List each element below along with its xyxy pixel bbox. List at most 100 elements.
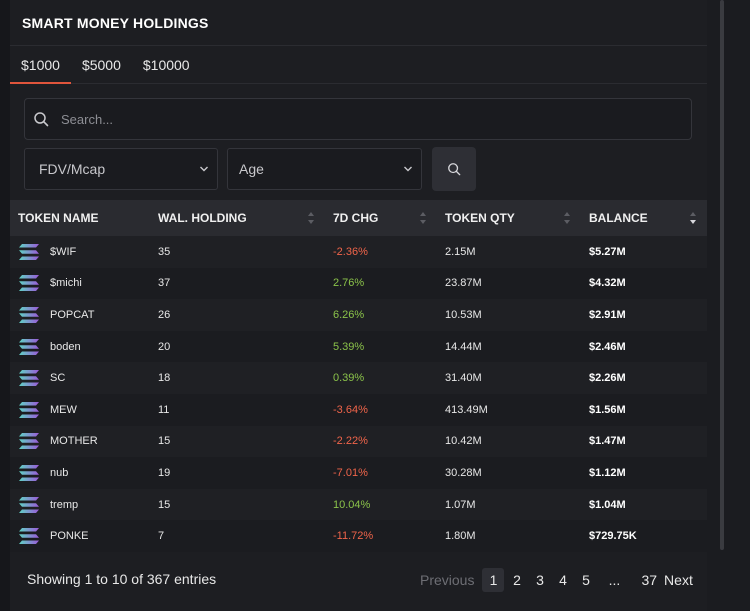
table-row[interactable]: $WIF 35 -2.36% 2.15M $5.27M bbox=[10, 236, 707, 268]
page-button-3[interactable]: 3 bbox=[536, 572, 544, 588]
pagination: Previous 1 2 3 4 5 ... 37 Next bbox=[420, 568, 693, 592]
balance-cell: $5.27M bbox=[589, 245, 626, 258]
token-name: $michi bbox=[50, 277, 82, 290]
token-name: $WIF bbox=[50, 245, 77, 258]
chg-cell: 10.04% bbox=[333, 498, 371, 511]
chg-cell: 0.39% bbox=[333, 372, 365, 385]
smart-money-panel: SMART MONEY HOLDINGS $1000 $5000 $10000 … bbox=[10, 0, 707, 611]
table-row[interactable]: MEW 11 -3.64% 413.49M $1.56M bbox=[10, 393, 707, 426]
age-select[interactable]: Age bbox=[227, 148, 422, 190]
token-cell[interactable]: nub bbox=[10, 457, 158, 489]
sort-icon bbox=[420, 212, 426, 224]
wal-holding-cell: 18 bbox=[158, 372, 171, 385]
token-qty-cell: 31.40M bbox=[445, 372, 482, 385]
solana-icon bbox=[19, 433, 39, 450]
table-row[interactable]: PONKE 7 -11.72% 1.80M $729.75K bbox=[10, 520, 707, 552]
token-qty-cell: 30.28M bbox=[445, 466, 482, 479]
token-cell[interactable]: POPCAT bbox=[10, 299, 158, 331]
wal-holding-cell: 35 bbox=[158, 245, 171, 258]
token-cell[interactable]: MOTHER bbox=[10, 426, 158, 458]
token-name: boden bbox=[50, 340, 81, 353]
balance-cell: $2.26M bbox=[589, 372, 626, 385]
solana-icon bbox=[19, 496, 39, 513]
token-cell[interactable]: $michi bbox=[10, 268, 158, 300]
wal-holding-cell: 11 bbox=[158, 403, 170, 416]
balance-cell: $1.04M bbox=[589, 498, 626, 511]
page-button-last[interactable]: 37 bbox=[641, 572, 658, 588]
col-7d-chg[interactable]: 7D CHG bbox=[333, 200, 445, 236]
scrollbar[interactable] bbox=[720, 0, 724, 550]
search-icon bbox=[34, 112, 49, 127]
panel-header: SMART MONEY HOLDINGS bbox=[10, 0, 707, 46]
token-name: MEW bbox=[50, 403, 77, 416]
token-qty-cell: 1.80M bbox=[445, 530, 476, 543]
token-name: nub bbox=[50, 466, 69, 479]
table-row[interactable]: boden 20 5.39% 14.44M $2.46M bbox=[10, 330, 707, 363]
chg-cell: -7.01% bbox=[333, 466, 368, 479]
fdv-mcap-select[interactable]: FDV/Mcap bbox=[24, 148, 218, 190]
solana-icon bbox=[19, 243, 39, 260]
tab-5000[interactable]: $5000 bbox=[81, 56, 121, 73]
search-box bbox=[24, 98, 692, 140]
search-input[interactable] bbox=[61, 111, 661, 127]
token-qty-cell: 10.53M bbox=[445, 308, 482, 321]
balance-cell: $1.12M bbox=[589, 466, 626, 479]
wal-holding-cell: 19 bbox=[158, 466, 171, 479]
balance-cell: $4.32M bbox=[589, 277, 626, 290]
token-cell[interactable]: MEW bbox=[10, 394, 158, 426]
balance-cell: $1.47M bbox=[589, 435, 626, 448]
balance-cell: $1.56M bbox=[589, 403, 626, 416]
page-button-5[interactable]: 5 bbox=[582, 572, 590, 588]
solana-icon bbox=[19, 464, 39, 481]
table-row[interactable]: MOTHER 15 -2.22% 10.42M $1.47M bbox=[10, 425, 707, 458]
balance-cell: $2.46M bbox=[589, 340, 626, 353]
table-header-row: TOKEN NAME WAL. HOLDING 7D CHG TOKEN QTY bbox=[10, 200, 707, 236]
table-row[interactable]: SC 18 0.39% 31.40M $2.26M bbox=[10, 362, 707, 394]
token-cell[interactable]: $WIF bbox=[10, 236, 158, 268]
chevron-down-icon bbox=[200, 166, 208, 172]
chg-cell: -3.64% bbox=[333, 403, 368, 416]
table-footer: Showing 1 to 10 of 367 entries Previous … bbox=[10, 552, 707, 611]
wal-holding-cell: 15 bbox=[158, 498, 171, 511]
token-qty-cell: 2.15M bbox=[445, 245, 476, 258]
page-button-1[interactable]: 1 bbox=[482, 568, 505, 592]
col-token-name[interactable]: TOKEN NAME bbox=[18, 211, 99, 225]
table-row[interactable]: $michi 37 2.76% 23.87M $4.32M bbox=[10, 267, 707, 300]
chg-cell: -11.72% bbox=[333, 530, 374, 543]
next-button[interactable]: Next bbox=[664, 572, 693, 588]
token-qty-cell: 413.49M bbox=[445, 403, 488, 416]
wal-holding-cell: 15 bbox=[158, 435, 171, 448]
balance-cell: $2.91M bbox=[589, 308, 626, 321]
col-balance[interactable]: BALANCE bbox=[589, 200, 707, 236]
tab-1000[interactable]: $1000 bbox=[10, 46, 71, 84]
table-row[interactable]: POPCAT 26 6.26% 10.53M $2.91M bbox=[10, 299, 707, 331]
token-cell[interactable]: boden bbox=[10, 331, 158, 363]
holdings-table: TOKEN NAME WAL. HOLDING 7D CHG TOKEN QTY bbox=[10, 200, 707, 552]
page-button-2[interactable]: 2 bbox=[513, 572, 521, 588]
col-token-qty[interactable]: TOKEN QTY bbox=[445, 200, 589, 236]
wal-holding-cell: 26 bbox=[158, 308, 171, 321]
sort-icon bbox=[564, 212, 570, 224]
token-qty-cell: 14.44M bbox=[445, 340, 482, 353]
table-row[interactable]: nub 19 -7.01% 30.28M $1.12M bbox=[10, 457, 707, 489]
solana-icon bbox=[19, 528, 39, 545]
right-gutter bbox=[707, 0, 750, 611]
table-row[interactable]: tremp 15 10.04% 1.07M $1.04M bbox=[10, 488, 707, 521]
solana-icon bbox=[19, 338, 39, 355]
page-button-4[interactable]: 4 bbox=[559, 572, 567, 588]
wal-holding-cell: 20 bbox=[158, 340, 171, 353]
page-title: SMART MONEY HOLDINGS bbox=[22, 14, 209, 31]
token-cell[interactable]: PONKE bbox=[10, 520, 158, 552]
token-name: PONKE bbox=[50, 530, 89, 543]
token-qty-cell: 1.07M bbox=[445, 498, 476, 511]
search-button[interactable] bbox=[432, 147, 476, 191]
token-cell[interactable]: SC bbox=[10, 362, 158, 394]
previous-button[interactable]: Previous bbox=[420, 572, 475, 588]
wal-holding-cell: 37 bbox=[158, 277, 171, 290]
token-qty-cell: 23.87M bbox=[445, 277, 482, 290]
chg-cell: -2.36% bbox=[333, 245, 368, 258]
tab-10000[interactable]: $10000 bbox=[142, 56, 190, 73]
col-wal-holding[interactable]: WAL. HOLDING bbox=[158, 200, 333, 236]
token-cell[interactable]: tremp bbox=[10, 489, 158, 521]
token-name: tremp bbox=[50, 498, 79, 511]
